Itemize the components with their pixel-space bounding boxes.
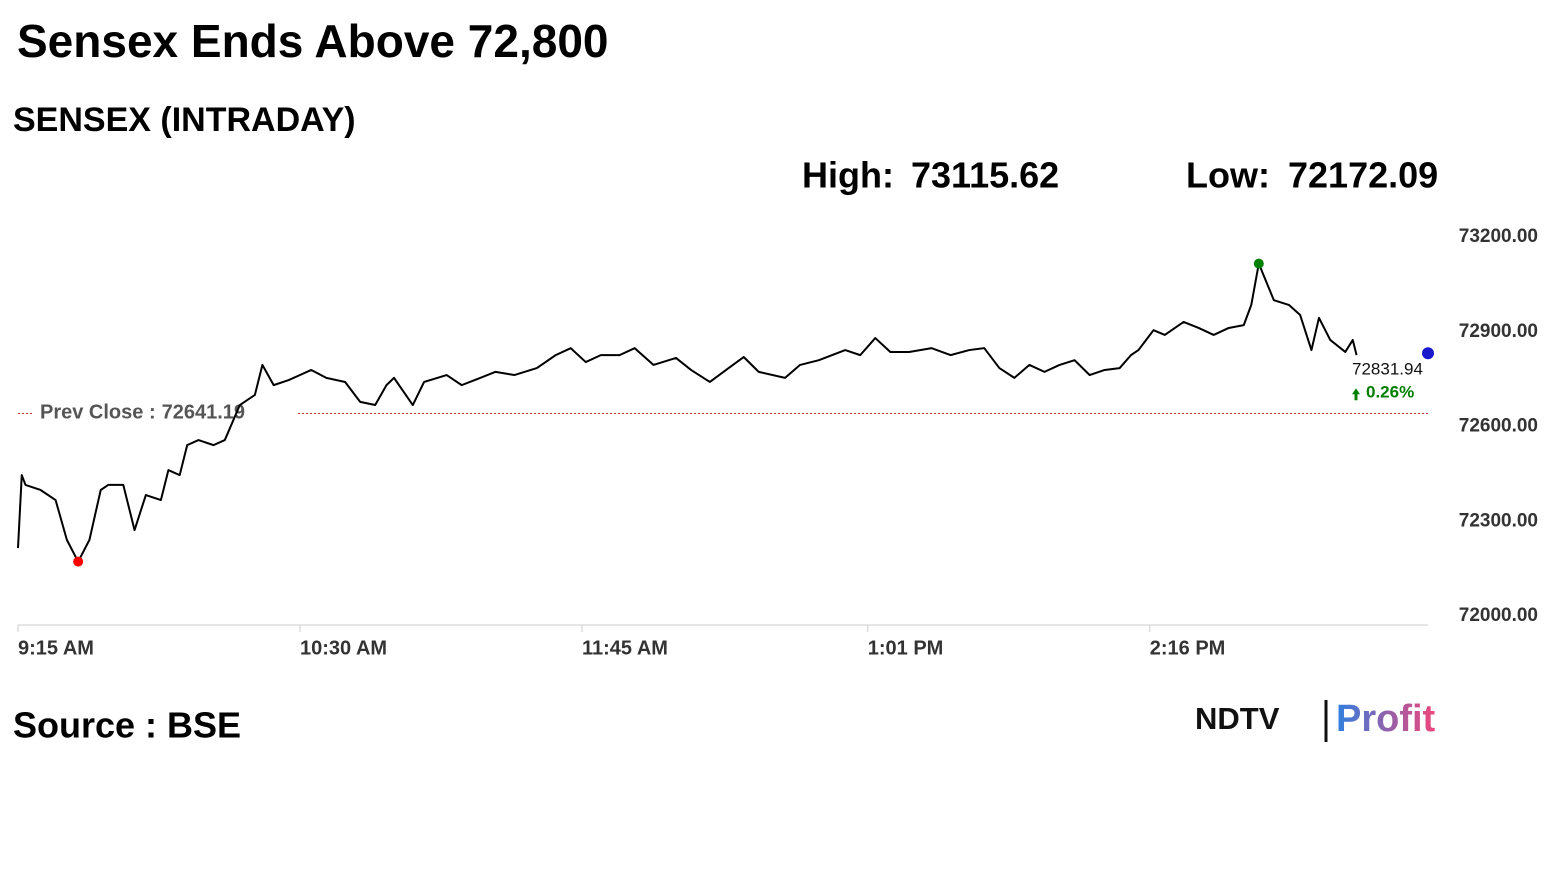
y-tick-label: 72300.00 [1459, 510, 1538, 531]
x-tick-label: 1:01 PM [868, 637, 944, 659]
source: Source : BSE [13, 705, 241, 746]
high-label: High: [802, 155, 894, 196]
chart-subtitle: SENSEX (INTRADAY) [13, 101, 356, 139]
high-dot [1253, 258, 1264, 269]
close-value: 72831.94 [1352, 360, 1423, 379]
chart-title: Sensex Ends Above 72,800 [17, 15, 609, 67]
x-tick-label: 2:16 PM [1150, 637, 1226, 659]
logo-profit: Profit [1336, 698, 1436, 740]
x-tick-label: 11:45 AM [582, 637, 668, 659]
price-line [17, 262, 1358, 563]
close-dot [1422, 347, 1434, 360]
prev-close-bg [34, 399, 296, 426]
change-value: 0.26% [1366, 383, 1414, 402]
x-tick-label: 10:30 AM [300, 637, 387, 659]
y-tick-label: 72000.00 [1459, 605, 1538, 626]
prev-close-label: Prev Close : 72641.19 [40, 402, 245, 424]
low-label: Low: [1186, 155, 1270, 196]
y-tick-label: 72600.00 [1459, 416, 1538, 437]
low-dot [73, 556, 84, 567]
y-tick-label: 72900.00 [1459, 321, 1538, 342]
low-value: 72172.09 [1288, 155, 1438, 196]
high-value: 73115.62 [911, 155, 1059, 196]
x-tick-label: 9:15 AM [18, 637, 94, 659]
prev-close-text: Prev Close : [40, 402, 156, 424]
prev-close-value: 72641.19 [162, 402, 245, 424]
logo-ndtv: NDTV [1195, 701, 1280, 736]
up-arrow [1352, 388, 1360, 401]
y-tick-label: 73200.00 [1459, 226, 1538, 247]
